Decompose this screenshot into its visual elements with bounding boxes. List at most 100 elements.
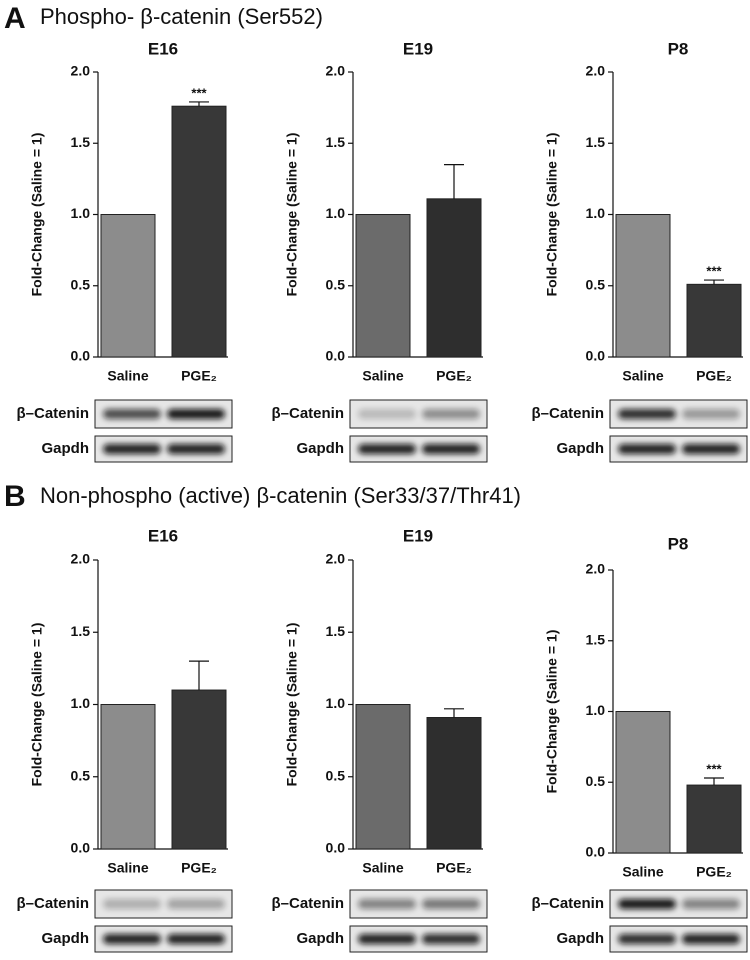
- y-tick-label: 2.0: [71, 63, 91, 79]
- blot-band: [422, 444, 480, 454]
- y-tick-label: 0.0: [71, 348, 91, 364]
- blot-band: [682, 444, 740, 454]
- bar: [171, 105, 227, 358]
- bar: [100, 214, 156, 358]
- y-axis-label: Fold-Change (Saline = 1): [284, 133, 300, 297]
- chart-title: P8: [668, 534, 689, 553]
- blot-label: β–Catenin: [271, 895, 344, 912]
- bar: [171, 689, 227, 850]
- blot-band: [422, 409, 480, 419]
- y-axis-label: Fold-Change (Saline = 1): [544, 133, 560, 297]
- y-tick-label: 1.0: [71, 205, 91, 221]
- y-tick-label: 2.0: [326, 63, 346, 79]
- y-tick-label: 0.0: [586, 844, 606, 860]
- y-tick-label: 2.0: [326, 551, 346, 567]
- blot-band: [618, 444, 676, 454]
- y-tick-label: 2.0: [586, 63, 606, 79]
- blot-band: [618, 899, 676, 909]
- significance: ***: [706, 761, 722, 776]
- y-tick-label: 1.0: [326, 205, 346, 221]
- y-tick-label: 1.5: [326, 134, 346, 150]
- x-tick-label: PGE₂: [436, 860, 472, 876]
- y-tick-label: 0.5: [326, 767, 346, 783]
- bar: [100, 704, 156, 850]
- y-tick-label: 2.0: [586, 561, 606, 577]
- blot-label: Gapdh: [557, 440, 605, 457]
- blot-band: [358, 899, 416, 909]
- y-tick-label: 0.0: [326, 840, 346, 856]
- y-tick-label: 1.5: [71, 623, 91, 639]
- blot-band: [103, 899, 161, 909]
- y-axis-label: Fold-Change (Saline = 1): [284, 623, 300, 787]
- blot-band: [103, 409, 161, 419]
- chart-title: E16: [148, 526, 178, 545]
- blot-band: [422, 934, 480, 944]
- blot-label: Gapdh: [297, 440, 345, 457]
- x-tick-label: PGE₂: [696, 368, 732, 384]
- blot-band: [167, 899, 225, 909]
- blot-band: [103, 444, 161, 454]
- y-tick-label: 0.5: [71, 276, 91, 292]
- x-tick-label: Saline: [362, 368, 403, 384]
- x-tick-label: PGE₂: [436, 368, 472, 384]
- blot-band: [103, 934, 161, 944]
- y-tick-label: 0.5: [71, 767, 91, 783]
- y-tick-label: 1.0: [326, 695, 346, 711]
- blot-band: [167, 934, 225, 944]
- x-tick-label: PGE₂: [696, 864, 732, 880]
- blot-label: β–Catenin: [16, 895, 89, 912]
- y-tick-label: 1.0: [586, 205, 606, 221]
- blot-band: [682, 409, 740, 419]
- bar: [615, 214, 671, 358]
- y-axis-label: Fold-Change (Saline = 1): [544, 630, 560, 794]
- blot-label: Gapdh: [42, 930, 90, 947]
- y-tick-label: 1.0: [586, 702, 606, 718]
- y-axis-label: Fold-Change (Saline = 1): [29, 133, 45, 297]
- y-tick-label: 1.5: [326, 623, 346, 639]
- blot-label: β–Catenin: [16, 405, 89, 422]
- blot-band: [422, 899, 480, 909]
- x-tick-label: Saline: [107, 860, 148, 876]
- x-tick-label: Saline: [622, 368, 663, 384]
- blot-band: [167, 444, 225, 454]
- blot-band: [618, 934, 676, 944]
- chart-title: P8: [668, 39, 689, 58]
- x-tick-label: PGE₂: [181, 860, 217, 876]
- significance: ***: [706, 263, 722, 278]
- bar: [355, 214, 411, 358]
- blot-label: Gapdh: [297, 930, 345, 947]
- blot-band: [682, 934, 740, 944]
- y-tick-label: 0.5: [586, 276, 606, 292]
- panel-title: Phospho- β-catenin (Ser552): [40, 4, 323, 29]
- blot-label: β–Catenin: [531, 895, 604, 912]
- bar: [426, 198, 482, 358]
- blot-band: [358, 444, 416, 454]
- blot-band: [167, 409, 225, 419]
- y-tick-label: 1.0: [71, 695, 91, 711]
- x-tick-label: Saline: [362, 860, 403, 876]
- blot-label: β–Catenin: [531, 405, 604, 422]
- bar: [686, 784, 742, 854]
- blot-label: Gapdh: [42, 440, 90, 457]
- chart-title: E16: [148, 39, 178, 58]
- blot-band: [358, 934, 416, 944]
- blot-label: Gapdh: [557, 930, 605, 947]
- y-tick-label: 0.0: [71, 840, 91, 856]
- chart-title: E19: [403, 39, 433, 58]
- y-tick-label: 1.5: [586, 134, 606, 150]
- blot-band: [682, 899, 740, 909]
- panel-title: Non-phospho (active) β-catenin (Ser33/37…: [40, 483, 521, 508]
- y-tick-label: 0.0: [326, 348, 346, 364]
- x-tick-label: Saline: [107, 368, 148, 384]
- blot-band: [618, 409, 676, 419]
- significance: ***: [191, 85, 207, 100]
- blot-label: β–Catenin: [271, 405, 344, 422]
- bar: [426, 717, 482, 850]
- y-tick-label: 0.5: [326, 276, 346, 292]
- bar: [615, 711, 671, 854]
- panel-letter: A: [4, 2, 26, 35]
- y-axis-label: Fold-Change (Saline = 1): [29, 623, 45, 787]
- bar: [686, 283, 742, 358]
- x-tick-label: Saline: [622, 864, 663, 880]
